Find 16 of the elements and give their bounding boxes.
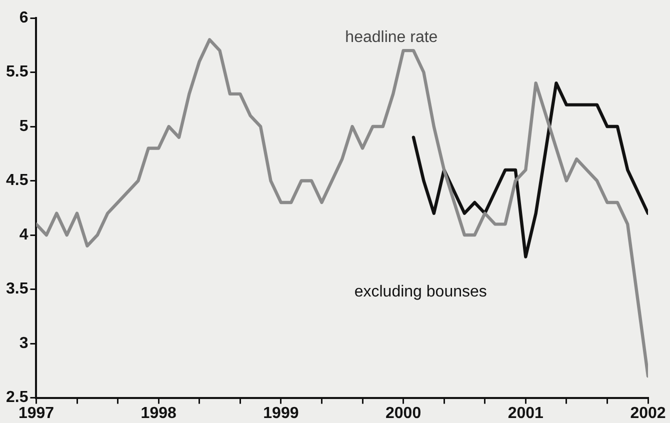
x-tick-label: 2000 <box>386 404 422 422</box>
y-tick-label: 5.5 <box>6 64 28 81</box>
y-tick-label: 6 <box>19 9 28 26</box>
y-tick-label: 4.5 <box>6 172 28 190</box>
text: excluding bounses <box>354 283 487 300</box>
x-tick-label: 1997 <box>18 404 54 422</box>
y-tick-label: 2.5 <box>6 389 28 406</box>
x-tick-label: 2002 <box>630 404 666 422</box>
x-tick-label: 1998 <box>140 404 176 422</box>
y-tick-label: 3 <box>19 334 28 352</box>
x-tick-label: 2001 <box>508 404 544 422</box>
x-tick-label: 1999 <box>263 404 299 422</box>
series-label: headline rate <box>345 28 438 46</box>
y-tick-label: 3.5 <box>6 280 28 298</box>
y-tick-label: 4 <box>19 226 28 244</box>
y-tick-label: 5 <box>19 118 28 135</box>
